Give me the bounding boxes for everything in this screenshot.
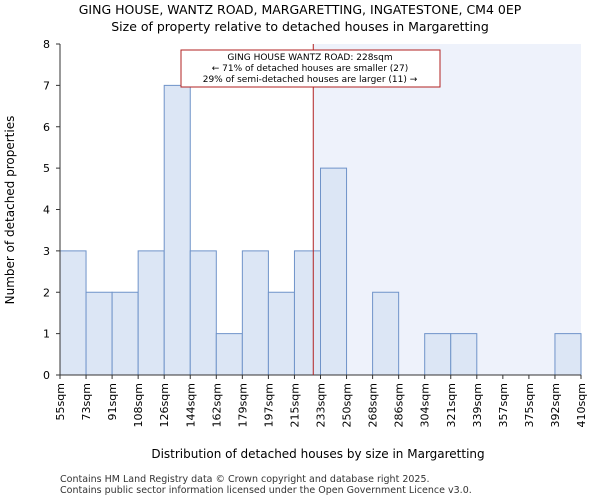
bar-268sqm (372, 291, 400, 376)
y-tick-label: 2 (43, 286, 50, 299)
x-tick-label: 286sqm (393, 383, 406, 427)
bar-392sqm (554, 333, 582, 376)
x-tick-label: 339sqm (471, 383, 484, 427)
footer-line1: Contains HM Land Registry data © Crown c… (60, 474, 430, 485)
y-tick-label: 4 (43, 204, 50, 217)
y-tick-label: 6 (43, 121, 50, 134)
chart-title-line2: Size of property relative to detached ho… (111, 19, 489, 34)
bar-197sqm (267, 291, 295, 376)
bar-162sqm (215, 333, 243, 376)
x-axis-label: Distribution of detached houses by size … (151, 447, 484, 461)
x-ticks-group: 55sqm 73sqm 91sqm 108sqm 126sqm 144sqm 162sqm 1… (54, 375, 588, 427)
annotation-line2: ← 71% of detached houses are smaller (27… (212, 64, 409, 74)
bar-126sqm (163, 84, 191, 376)
bars-group (59, 84, 582, 376)
y-tick-label: 1 (43, 328, 50, 341)
highlight-region (313, 44, 581, 375)
annotation-line1: GING HOUSE WANTZ ROAD: 228sqm (227, 53, 392, 63)
bar-108sqm (137, 250, 165, 376)
bar-91sqm (111, 291, 139, 376)
bar-215sqm (293, 250, 322, 376)
bar-321sqm (450, 333, 478, 376)
annotation-box: GING HOUSE WANTZ ROAD: 228sqm ← 71% of d… (180, 49, 441, 88)
x-tick-label: 126sqm (158, 383, 171, 427)
x-tick-label: 215sqm (288, 383, 301, 427)
x-tick-label: 197sqm (262, 383, 275, 427)
footer-line2: Contains public sector information licen… (60, 485, 472, 496)
x-tick-label: 55sqm (54, 383, 67, 420)
x-tick-label: 233sqm (315, 383, 328, 427)
x-tick-label: 392sqm (549, 383, 562, 427)
x-tick-label: 162sqm (210, 383, 223, 427)
annotation-line3: 29% of semi-detached houses are larger (… (203, 75, 418, 85)
x-tick-label: 410sqm (575, 383, 588, 427)
chart-title-line1: GING HOUSE, WANTZ ROAD, MARGARETTING, IN… (79, 2, 522, 17)
bar-304sqm (424, 333, 452, 376)
y-tick-label: 7 (43, 79, 50, 92)
y-axis-label: Number of detached properties (3, 116, 17, 305)
bar-179sqm (241, 250, 269, 376)
x-tick-label: 91sqm (106, 383, 119, 420)
x-tick-label: 304sqm (419, 383, 432, 427)
x-tick-label: 321sqm (445, 383, 458, 427)
y-tick-label: 3 (43, 245, 50, 258)
y-ticks-group: 0 1 2 3 4 5 6 7 8 (43, 38, 60, 382)
bar-233sqm (320, 167, 348, 376)
y-tick-label: 8 (43, 38, 50, 51)
y-tick-label: 0 (43, 369, 50, 382)
x-tick-label: 268sqm (367, 383, 380, 427)
x-tick-label: 73sqm (80, 383, 93, 420)
x-tick-label: 375sqm (523, 383, 536, 427)
bar-73sqm (85, 291, 113, 376)
bar-55sqm (59, 250, 87, 376)
x-tick-label: 108sqm (132, 383, 145, 427)
bar-144sqm (189, 250, 217, 376)
x-tick-label: 250sqm (341, 383, 354, 427)
x-tick-label: 144sqm (184, 383, 197, 427)
x-tick-label: 179sqm (236, 383, 249, 427)
x-tick-label: 357sqm (497, 383, 510, 427)
y-tick-label: 5 (43, 162, 50, 175)
